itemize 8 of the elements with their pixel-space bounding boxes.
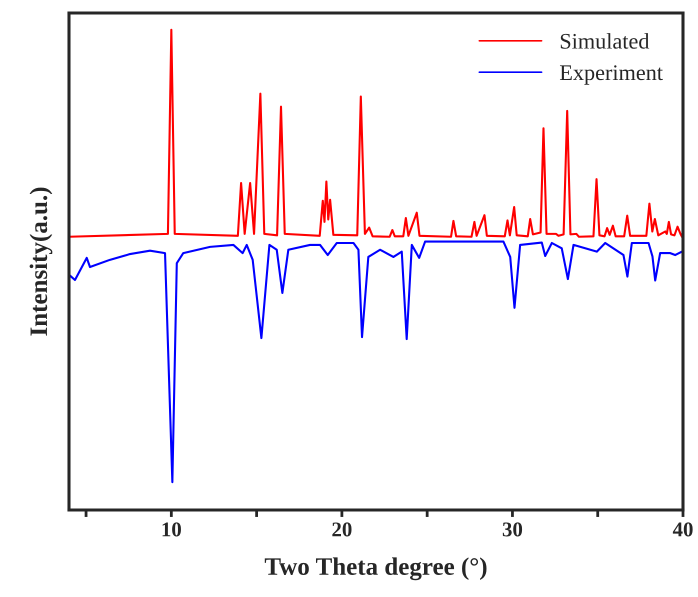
x-axis-title: Two Theta degree (°) — [264, 557, 486, 580]
legend-label: Experiment — [560, 65, 663, 85]
x-tick-label: 10 — [162, 522, 181, 536]
legend-label: Simulated — [560, 33, 650, 49]
y-axis-title: Intensity(a.u.) — [30, 188, 52, 336]
x-tick-label: 20 — [332, 522, 352, 536]
x-tick-label: 30 — [502, 522, 522, 536]
x-tick-label: 40 — [672, 522, 693, 536]
